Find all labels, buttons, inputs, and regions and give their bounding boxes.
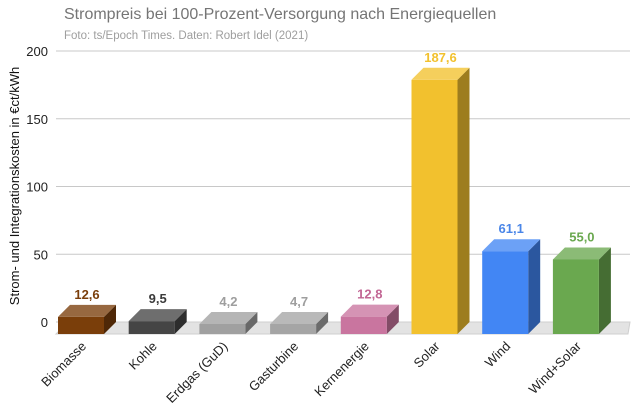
bar [270,312,329,334]
x-tick-label: Erdgas (GuD) [163,339,230,406]
bar-front [340,316,387,334]
bar-side [598,247,611,334]
y-tick-label: 0 [41,315,48,330]
bar-side [245,312,258,334]
chart-subtitle: Foto: ts/Epoch Times. Daten: Robert Idel… [64,30,309,42]
data-label: 12,6 [74,287,99,302]
x-tick-label: Biomasse [38,339,89,390]
data-label: 12,8 [357,287,382,302]
bar-top [58,304,116,317]
bar-side [104,304,116,334]
bar [482,239,541,334]
chart-title: Strompreis bei 100-Prozent-Versorgung na… [64,6,497,23]
data-label: 4,2 [219,294,237,309]
y-tick-label: 100 [26,180,48,195]
y-tick-label: 50 [34,247,48,262]
bar [552,247,611,334]
bar-top [128,309,187,322]
bar-top [482,239,541,252]
bar [340,304,399,334]
bar [199,312,258,334]
data-label: 61,1 [499,221,524,236]
bar-front [411,79,458,334]
x-tick-label: Wind+Solar [526,338,585,397]
bar-side [174,309,187,334]
bar-front [270,324,317,334]
bar [411,67,470,334]
bar-side [457,67,470,334]
data-label: 9,5 [149,291,167,306]
bar-front [58,316,104,334]
bar [58,304,116,334]
bar-top [199,312,258,324]
bar-top [552,247,611,260]
y-tick-label: 200 [26,44,48,59]
bar-side [528,239,541,334]
bar-front [552,259,599,334]
bar-top [411,67,470,80]
x-tick-label: Kohle [126,339,160,373]
bar-top [270,312,329,324]
labels-layer: 12,6 Biomasse 9,5 Kohle 4,2 Erdgas (GuD) 4,7 Ga… [38,50,594,406]
bar-side [316,312,329,334]
bar-side [386,304,399,334]
bar-top [340,304,399,317]
x-tick-label: Gasturbine [246,339,302,395]
y-axis-label: Strom- und Integrationskosten in €ct/kWh [7,67,22,305]
data-label: 187,6 [424,50,457,65]
bar-front [482,251,529,334]
y-tick-label: 150 [26,112,48,127]
x-tick-label: Kernenergie [311,339,372,400]
x-tick-label: Wind [482,339,514,371]
x-tick-label: Solar [411,338,444,371]
bar-front [128,321,175,334]
bar [128,309,187,334]
data-label: 4,7 [290,294,308,309]
data-label: 55,0 [569,229,594,244]
bars-layer [58,67,611,334]
bar-front [199,324,246,334]
